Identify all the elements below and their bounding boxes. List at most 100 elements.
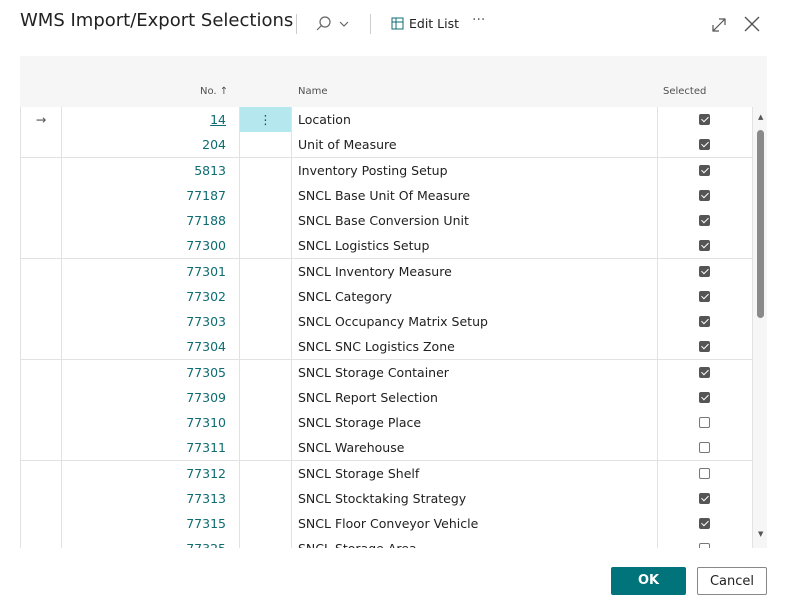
table-row[interactable]: 77310 SNCL Storage Place	[20, 410, 753, 436]
window-controls[interactable]	[710, 14, 766, 34]
no-cell[interactable]: 77187	[62, 182, 240, 208]
row-marker	[20, 132, 62, 158]
checkbox[interactable]	[699, 215, 710, 226]
row-menu[interactable]	[240, 511, 292, 536]
checkbox[interactable]	[699, 467, 710, 479]
no-cell[interactable]: 77301	[62, 258, 240, 284]
no-cell[interactable]: 77303	[62, 309, 240, 334]
checkbox[interactable]	[699, 543, 710, 548]
checkbox[interactable]	[699, 341, 710, 353]
checkbox[interactable]	[699, 492, 710, 504]
row-menu[interactable]	[240, 157, 292, 183]
table-row[interactable]: 77301 SNCL Inventory Measure	[20, 258, 753, 285]
table-row[interactable]: 77312 SNCL Storage Shelf	[20, 460, 753, 487]
row-menu[interactable]	[240, 460, 292, 486]
checkbox[interactable]	[699, 164, 710, 176]
checkbox[interactable]	[699, 518, 710, 529]
row-menu[interactable]	[240, 410, 292, 435]
row-menu[interactable]	[240, 359, 292, 385]
row-menu[interactable]	[240, 233, 292, 259]
edit-list-button[interactable]: Edit List	[409, 16, 460, 31]
name-cell: SNCL Report Selection	[292, 384, 658, 410]
no-cell[interactable]: 77311	[62, 435, 240, 461]
table-row[interactable]: 77309 SNCL Report Selection	[20, 384, 753, 411]
name-cell: SNCL Stocktaking Strategy	[292, 485, 658, 511]
no-cell[interactable]: 5813	[62, 157, 240, 183]
row-menu[interactable]	[240, 283, 292, 309]
checkbox[interactable]	[699, 366, 710, 378]
scroll-thumb[interactable]	[757, 130, 764, 318]
no-cell[interactable]: 77304	[62, 334, 240, 360]
column-header[interactable]: Name	[298, 86, 328, 97]
checkbox[interactable]	[699, 290, 710, 302]
checkbox[interactable]	[699, 139, 710, 151]
no-cell[interactable]: 77310	[62, 410, 240, 435]
no-cell[interactable]: 77302	[62, 283, 240, 309]
table-row[interactable]: 77300 SNCL Logistics Setup	[20, 233, 753, 260]
checkbox[interactable]	[699, 189, 710, 201]
no-cell[interactable]: 77309	[62, 384, 240, 410]
ok-button[interactable]: OK	[611, 567, 686, 595]
row-marker	[20, 435, 62, 461]
no-cell[interactable]: 77315	[62, 511, 240, 536]
no-cell[interactable]: 77325	[62, 536, 240, 548]
cancel-button[interactable]: Cancel	[697, 567, 767, 595]
selected-cell	[658, 384, 753, 410]
row-marker	[20, 258, 62, 284]
table-row[interactable]: 77315 SNCL Floor Conveyor Vehicle	[20, 511, 753, 537]
table-row[interactable]: 77305 SNCL Storage Container	[20, 359, 753, 386]
no-cell[interactable]: 14	[62, 107, 240, 132]
grid: No. ↑ Name Selected → 14 ⋮ Location 204 Unit …	[20, 56, 767, 548]
row-marker	[20, 536, 62, 548]
no-cell[interactable]: 204	[62, 132, 240, 158]
row-menu[interactable]: ⋮	[240, 107, 292, 132]
checkbox[interactable]	[699, 417, 710, 428]
no-cell[interactable]: 77188	[62, 208, 240, 233]
table-row[interactable]: 77187 SNCL Base Unit Of Measure	[20, 182, 753, 209]
name-cell: SNCL Logistics Setup	[292, 233, 658, 259]
selected-cell	[658, 283, 753, 309]
checkbox[interactable]	[699, 316, 710, 327]
no-cell[interactable]: 77305	[62, 359, 240, 385]
no-cell[interactable]: 77313	[62, 485, 240, 511]
table-row[interactable]: 5813 Inventory Posting Setup	[20, 157, 753, 184]
row-menu[interactable]	[240, 132, 292, 158]
no-cell[interactable]: 77300	[62, 233, 240, 259]
checkbox[interactable]	[699, 114, 710, 125]
table-row[interactable]: 77313 SNCL Stocktaking Strategy	[20, 485, 753, 512]
checkbox[interactable]	[699, 265, 710, 277]
row-menu[interactable]	[240, 536, 292, 548]
row-marker	[20, 208, 62, 233]
column-header[interactable]: No. ↑	[200, 86, 229, 97]
no-cell[interactable]: 77312	[62, 460, 240, 486]
search-icon[interactable]	[314, 14, 354, 34]
row-marker	[20, 485, 62, 511]
checkbox[interactable]	[699, 240, 710, 252]
table-row[interactable]: 77303 SNCL Occupancy Matrix Setup	[20, 309, 753, 335]
table-row[interactable]: 77188 SNCL Base Conversion Unit	[20, 208, 753, 234]
checkbox[interactable]	[699, 391, 710, 403]
selected-cell	[658, 107, 753, 132]
row-menu[interactable]	[240, 208, 292, 233]
column-header[interactable]: Selected	[663, 86, 707, 97]
scrollbar[interactable]: ▲ ▼	[757, 113, 764, 538]
row-menu[interactable]	[240, 384, 292, 410]
table-row[interactable]: → 14 ⋮ Location	[20, 107, 753, 133]
table-row[interactable]: 204 Unit of Measure	[20, 132, 753, 159]
checkbox[interactable]	[699, 442, 710, 454]
row-menu[interactable]	[240, 309, 292, 334]
table-row[interactable]: 77302 SNCL Category	[20, 283, 753, 310]
table-row[interactable]: 77311 SNCL Warehouse	[20, 435, 753, 462]
row-marker	[20, 182, 62, 208]
row-menu[interactable]	[240, 182, 292, 208]
name-cell: Unit of Measure	[292, 132, 658, 158]
more-button[interactable]: ···	[472, 12, 486, 28]
row-menu[interactable]	[240, 485, 292, 511]
row-menu[interactable]	[240, 258, 292, 284]
selected-cell	[658, 460, 753, 486]
name-cell: SNCL Storage Container	[292, 359, 658, 385]
row-menu[interactable]	[240, 334, 292, 360]
table-row[interactable]: 77325 SNCL Storage Area	[20, 536, 753, 548]
table-row[interactable]: 77304 SNCL SNC Logistics Zone	[20, 334, 753, 361]
row-menu[interactable]	[240, 435, 292, 461]
